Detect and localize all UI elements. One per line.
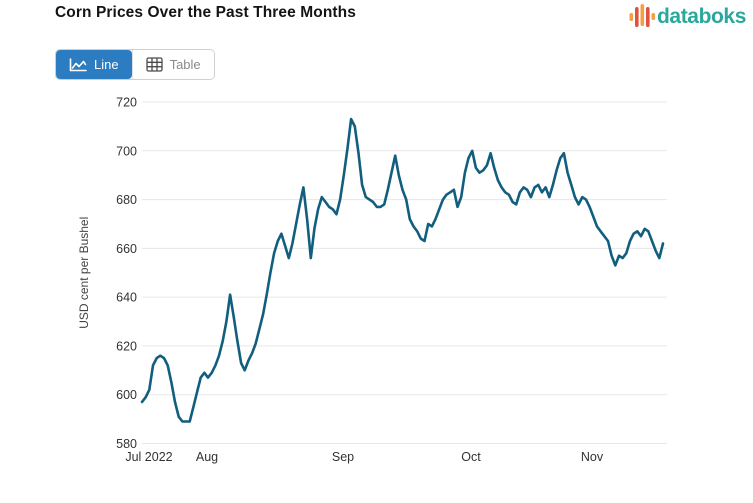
table-grid-icon xyxy=(145,57,163,72)
y-tick-label: 700 xyxy=(116,144,137,158)
line-view-button[interactable]: Line xyxy=(56,50,132,79)
x-tick-label: Oct xyxy=(461,450,481,464)
y-axis-title: USD cent per Bushel xyxy=(77,217,91,329)
page-title: Corn Prices Over the Past Three Months xyxy=(55,4,356,21)
y-tick-label: 580 xyxy=(116,437,137,451)
line-view-label: Line xyxy=(94,57,119,72)
table-view-label: Table xyxy=(169,57,201,72)
x-tick-label: Aug xyxy=(196,450,218,464)
y-tick-label: 720 xyxy=(116,96,137,110)
brand-name: databoks xyxy=(657,5,746,28)
price-line-series xyxy=(140,117,665,423)
brand-logo: databoks xyxy=(629,4,746,30)
table-view-button[interactable]: Table xyxy=(131,50,214,79)
line-chart-icon xyxy=(69,57,87,72)
x-tick-label: Sep xyxy=(332,450,354,464)
y-tick-label: 600 xyxy=(116,388,137,402)
y-tick-label: 640 xyxy=(116,291,137,305)
chart-type-toggle: Line Table xyxy=(55,49,215,80)
y-tick-label: 680 xyxy=(116,193,137,207)
brand-bars-icon xyxy=(629,4,656,30)
x-tick-label: Jul 2022 xyxy=(125,450,172,464)
y-tick-label: 660 xyxy=(116,242,137,256)
y-tick-label: 620 xyxy=(116,339,137,353)
x-tick-label: Nov xyxy=(581,450,604,464)
